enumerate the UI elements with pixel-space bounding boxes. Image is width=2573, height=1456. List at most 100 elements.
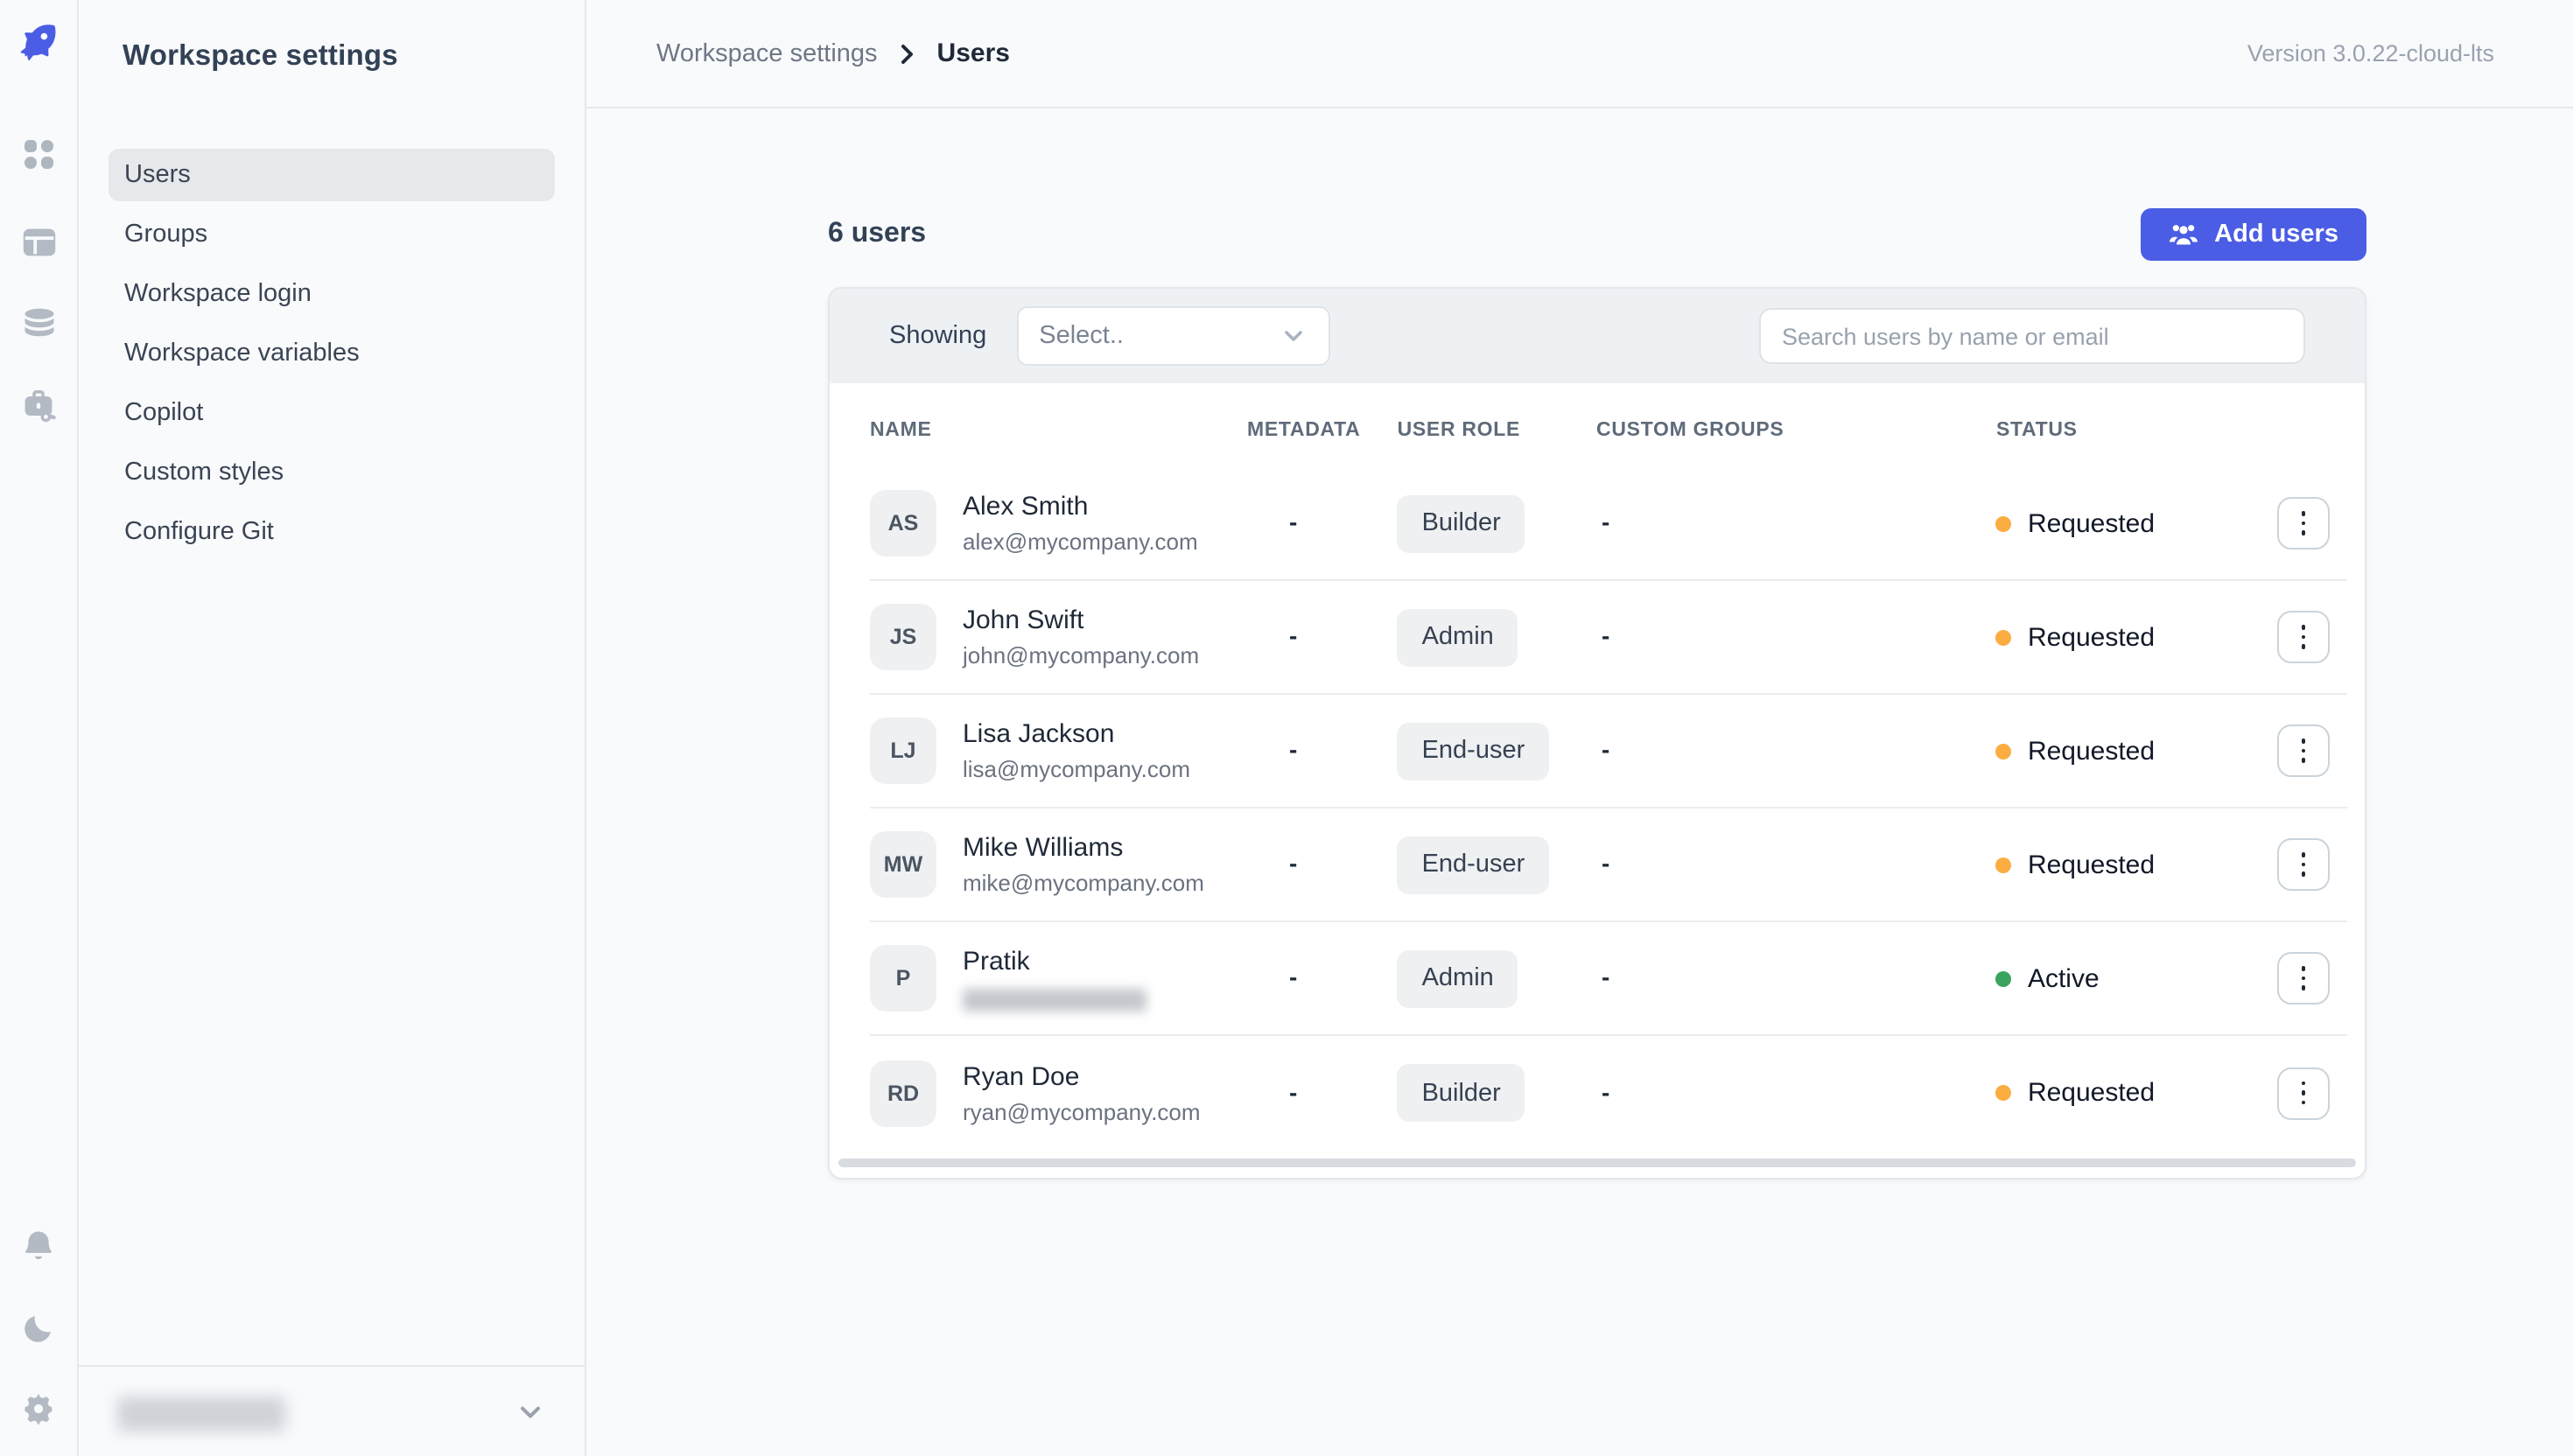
avatar: JS — [870, 604, 936, 670]
metadata-value: - — [1288, 735, 1298, 763]
table-row-pratik: P Pratik - Admin - Active — [870, 922, 2347, 1036]
custom-groups-value: - — [1602, 849, 1610, 877]
status-label: Requested — [2027, 622, 2156, 652]
column-header-custom-groups: CUSTOM GROUPS — [1596, 420, 1784, 441]
column-header-name: NAME — [870, 420, 932, 441]
status-label: Requested — [2027, 508, 2156, 538]
status-label: Requested — [2027, 736, 2156, 766]
custom-groups-value: - — [1602, 1077, 1610, 1105]
metadata-value: - — [1288, 1077, 1298, 1105]
chevron-down-icon — [1284, 331, 1302, 341]
table-filter-bar: Showing Select.. — [830, 289, 2365, 383]
table-row-ryan-doe: RD Ryan Doe ryan@mycompany.com - Builder… — [870, 1036, 2347, 1150]
users-table-card: Showing Select.. NAME METADATA USER ROLE… — [828, 287, 2366, 1180]
user-role-chip[interactable]: End-user — [1397, 722, 1550, 780]
main-panel: Workspace settings Users Version 3.0.22-… — [586, 0, 2573, 1456]
user-name: Pratik — [963, 946, 1030, 976]
user-role-chip[interactable]: Admin — [1397, 949, 1518, 1007]
user-role-chip[interactable]: End-user — [1397, 836, 1550, 893]
status-dot — [1995, 629, 2012, 645]
search-users-input[interactable] — [1759, 308, 2305, 364]
icon-rail — [0, 0, 79, 1456]
sidebar-item-workspace-variables[interactable]: Workspace variables — [124, 340, 360, 368]
workspace-toolbox-icon[interactable] — [18, 385, 60, 427]
user-name: Mike Williams — [963, 833, 1124, 863]
sidebar-item-groups[interactable]: Groups — [124, 220, 208, 248]
user-email: lisa@mycompany.com — [963, 756, 1190, 782]
content-header: 6 users Add users — [828, 208, 2366, 261]
filter-select-dropdown[interactable]: Select.. — [1016, 306, 1330, 366]
settings-gear-icon[interactable] — [18, 1388, 60, 1430]
horizontal-scrollbar[interactable] — [838, 1158, 2356, 1167]
rocket-logo-icon[interactable] — [18, 21, 60, 63]
sidebar-title: Workspace settings — [123, 40, 398, 72]
table-row-john-swift: JS John Swift john@mycompany.com - Admin… — [870, 581, 2347, 695]
sidebar-item-copilot[interactable]: Copilot — [124, 399, 204, 427]
sidebar-nav: Users Groups Workspace login Workspace v… — [109, 149, 555, 565]
user-name: Lisa Jackson — [963, 719, 1115, 749]
avatar: AS — [870, 490, 936, 556]
user-name: Ryan Doe — [963, 1061, 1080, 1091]
row-actions-menu-button[interactable] — [2277, 952, 2331, 1004]
status-dot — [1995, 857, 2012, 872]
table-row-lisa-jackson: LJ Lisa Jackson lisa@mycompany.com - End… — [870, 695, 2347, 808]
user-email: alex@mycompany.com — [963, 528, 1198, 555]
workspace-switcher[interactable] — [79, 1365, 585, 1456]
breadcrumb-workspace-settings[interactable]: Workspace settings — [656, 39, 878, 67]
custom-groups-value: - — [1602, 962, 1610, 990]
metadata-value: - — [1288, 621, 1298, 649]
row-actions-menu-button[interactable] — [2277, 724, 2331, 777]
column-header-status: STATUS — [1995, 420, 2078, 441]
metadata-value: - — [1288, 508, 1298, 536]
status-dot — [1995, 515, 2012, 531]
sidebar-item-workspace-login[interactable]: Workspace login — [124, 280, 312, 308]
sidebar-item-custom-styles[interactable]: Custom styles — [124, 458, 284, 486]
user-email: ryan@mycompany.com — [963, 1098, 1201, 1124]
row-actions-menu-button[interactable] — [2277, 611, 2331, 663]
sidebar-item-users[interactable]: Users — [109, 149, 555, 201]
status-dot — [1995, 743, 2012, 759]
status-label: Requested — [2027, 1078, 2156, 1108]
users-group-icon — [2170, 224, 2198, 244]
breadcrumb-users: Users — [936, 38, 1010, 68]
settings-sidebar: Workspace settings Users Groups Workspac… — [79, 0, 586, 1456]
row-actions-menu-button[interactable] — [2277, 497, 2331, 550]
datasources-icon[interactable] — [18, 303, 60, 345]
table-row-mike-williams: MW Mike Williams mike@mycompany.com - En… — [870, 808, 2347, 922]
user-role-chip[interactable]: Builder — [1397, 494, 1525, 552]
sidebar-item-configure-git[interactable]: Configure Git — [124, 518, 274, 546]
page-layout-icon[interactable] — [18, 220, 60, 262]
chevron-down-icon — [521, 1406, 540, 1418]
showing-label: Showing — [889, 322, 987, 350]
custom-groups-value: - — [1602, 508, 1610, 536]
version-label: Version 3.0.22-cloud-lts — [2247, 40, 2494, 66]
dark-mode-moon-icon[interactable] — [18, 1307, 60, 1349]
notifications-bell-icon[interactable] — [18, 1225, 60, 1267]
add-users-button[interactable]: Add users — [2141, 208, 2366, 261]
apps-grid-icon[interactable] — [18, 133, 60, 175]
chevron-right-icon — [901, 44, 914, 63]
custom-groups-value: - — [1602, 735, 1610, 763]
status-label: Requested — [2027, 850, 2156, 879]
avatar: MW — [870, 831, 936, 898]
table-row-alex-smith: AS Alex Smith alex@mycompany.com - Build… — [870, 467, 2347, 581]
metadata-value: - — [1288, 849, 1298, 877]
table-body: AS Alex Smith alex@mycompany.com - Build… — [830, 467, 2365, 1150]
avatar: P — [870, 945, 936, 1012]
column-header-user-role: USER ROLE — [1397, 420, 1521, 441]
table-header-row: NAME METADATA USER ROLE CUSTOM GROUPS ST… — [830, 383, 2365, 467]
breadcrumb: Workspace settings Users — [656, 38, 1010, 68]
user-email: john@mycompany.com — [963, 642, 1200, 668]
user-role-chip[interactable]: Builder — [1397, 1064, 1525, 1122]
row-actions-menu-button[interactable] — [2277, 838, 2331, 891]
row-actions-menu-button[interactable] — [2277, 1067, 2331, 1119]
user-role-chip[interactable]: Admin — [1397, 608, 1518, 666]
status-dot — [1995, 970, 2012, 986]
avatar: LJ — [870, 718, 936, 784]
metadata-value: - — [1288, 962, 1298, 990]
status-dot — [1995, 1085, 2012, 1101]
custom-groups-value: - — [1602, 621, 1610, 649]
user-name: John Swift — [963, 606, 1084, 635]
column-header-metadata: METADATA — [1246, 420, 1361, 441]
